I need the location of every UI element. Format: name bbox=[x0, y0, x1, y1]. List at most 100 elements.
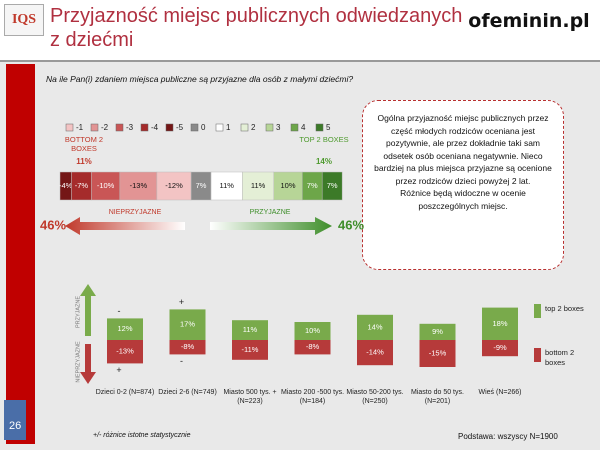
bar bbox=[419, 340, 456, 367]
segment-label: 11% bbox=[251, 181, 266, 190]
bar-label: -14% bbox=[366, 348, 384, 357]
bar bbox=[169, 340, 206, 355]
legend-swatch bbox=[115, 123, 124, 132]
direction-arrow bbox=[210, 217, 332, 235]
summary-value: 14% bbox=[315, 157, 332, 166]
legend-swatch bbox=[165, 123, 174, 132]
segment-label: 7% bbox=[327, 181, 338, 190]
legend-label: -3 bbox=[126, 123, 134, 132]
bar bbox=[294, 340, 331, 355]
segment-label: -13% bbox=[130, 181, 148, 190]
base-note: Podstawa: wszyscy N=1900 bbox=[458, 432, 558, 441]
summary-value: 11% bbox=[76, 157, 92, 166]
legend-label: -2 bbox=[101, 123, 109, 132]
category-label: Dzieci 2-6 (N=749) bbox=[158, 389, 217, 396]
legend-swatch bbox=[90, 123, 99, 132]
page-badge bbox=[4, 400, 26, 440]
note-text: Ogólna przyjazność miejsc publicznych pr… bbox=[374, 113, 552, 211]
bar bbox=[357, 314, 393, 340]
title: Przyjazność miejsc publicznych odwiedzan… bbox=[50, 5, 463, 51]
bar-label: 12% bbox=[117, 324, 132, 333]
bar-label: 11% bbox=[243, 325, 258, 334]
bar bbox=[419, 323, 456, 340]
bar-label: -8% bbox=[306, 342, 320, 351]
bar bbox=[232, 320, 268, 340]
summary-label: TOP 2 BOXES bbox=[299, 135, 349, 144]
legend-swatch bbox=[534, 348, 541, 362]
bar-label: 17% bbox=[180, 320, 195, 329]
bar-label: -9% bbox=[493, 343, 507, 352]
bar-segment bbox=[91, 171, 121, 201]
bar-segment bbox=[242, 171, 274, 201]
arrow-value: 46% bbox=[40, 217, 66, 232]
legend-swatch bbox=[290, 123, 299, 132]
question: Na ile Pan(i) zdaniem miejsca publiczne … bbox=[46, 74, 354, 84]
legend-swatch bbox=[315, 123, 324, 132]
segment-label: -12% bbox=[165, 181, 183, 190]
bar-segment bbox=[321, 171, 343, 201]
category-label: Dzieci 0-2 (N=874) bbox=[95, 389, 155, 396]
category-label: Wieś (N=266) bbox=[478, 389, 522, 396]
legend-swatch bbox=[190, 123, 199, 132]
page-number: 26 bbox=[9, 420, 22, 432]
bar bbox=[482, 307, 518, 340]
brand-logo: ofeminin.pl bbox=[466, 4, 592, 38]
legend-label: bottom 2 boxes bbox=[545, 348, 575, 367]
direction-arrow bbox=[65, 217, 185, 235]
segment-label: 10% bbox=[280, 181, 295, 190]
legend-label: 1 bbox=[226, 123, 231, 132]
category-label: Miasto 200 -500 tys. (N=184) bbox=[280, 389, 345, 405]
segment-label: -7% bbox=[75, 181, 89, 190]
segment-label: -4% bbox=[59, 181, 73, 190]
segment-label: 11% bbox=[219, 181, 234, 190]
legend-label: -5 bbox=[176, 123, 184, 132]
bar-label: -11% bbox=[242, 345, 259, 354]
bar-label: -8% bbox=[181, 342, 195, 351]
bar bbox=[107, 318, 143, 340]
category-label: Miasto 500 tys. + (N=223) bbox=[223, 389, 277, 405]
side-bar bbox=[6, 64, 35, 444]
footnote: +/- różnice istotne statystycznie bbox=[93, 432, 191, 439]
bar-label: 18% bbox=[492, 319, 507, 328]
significance-mark: - bbox=[118, 306, 121, 316]
arrow-label: NIEPRZYJAZNE bbox=[109, 209, 162, 216]
category-label: Miasto 50-200 tys. (N=250) bbox=[346, 389, 404, 405]
bar bbox=[169, 309, 206, 340]
bar bbox=[107, 340, 143, 364]
header-rule bbox=[0, 60, 600, 62]
legend-label: -4 bbox=[151, 123, 159, 132]
summary-label: BOTTOM 2 BOXES bbox=[64, 135, 104, 153]
arrow-value: 46% bbox=[338, 217, 364, 232]
bar-segment bbox=[210, 171, 243, 201]
bar-segment bbox=[119, 171, 158, 201]
axis-label: NIEPRZYJAZNE bbox=[75, 341, 81, 383]
legend-label: top 2 boxes bbox=[545, 304, 584, 313]
legend-label: 0 bbox=[201, 123, 206, 132]
bar-label: 9% bbox=[432, 327, 443, 336]
bar-label: -13% bbox=[116, 347, 134, 356]
segment-label: -10% bbox=[97, 181, 115, 190]
category-label: Miasto do 50 tys. (N=201) bbox=[411, 389, 464, 405]
significance-mark: + bbox=[179, 297, 184, 307]
legend-label: 4 bbox=[301, 123, 306, 132]
bar bbox=[357, 340, 393, 366]
arrow-label: PRZYJAZNE bbox=[250, 209, 291, 216]
legend-swatch bbox=[240, 123, 249, 132]
logo: IQS bbox=[4, 4, 44, 36]
bar bbox=[482, 340, 518, 357]
significance-mark: + bbox=[116, 365, 121, 375]
legend-label: -1 bbox=[76, 123, 84, 132]
significance-mark: - bbox=[180, 356, 183, 366]
legend-label: 3 bbox=[276, 123, 281, 132]
segment-label: 7% bbox=[196, 181, 207, 190]
bar-segment bbox=[273, 171, 303, 201]
segment-label: 7% bbox=[307, 181, 318, 190]
legend-swatch bbox=[140, 123, 149, 132]
bar bbox=[232, 340, 268, 360]
legend-label: 5 bbox=[326, 123, 331, 132]
axis-arrow-up bbox=[80, 284, 96, 336]
legend-swatch bbox=[534, 304, 541, 318]
bar-segment bbox=[156, 171, 192, 201]
